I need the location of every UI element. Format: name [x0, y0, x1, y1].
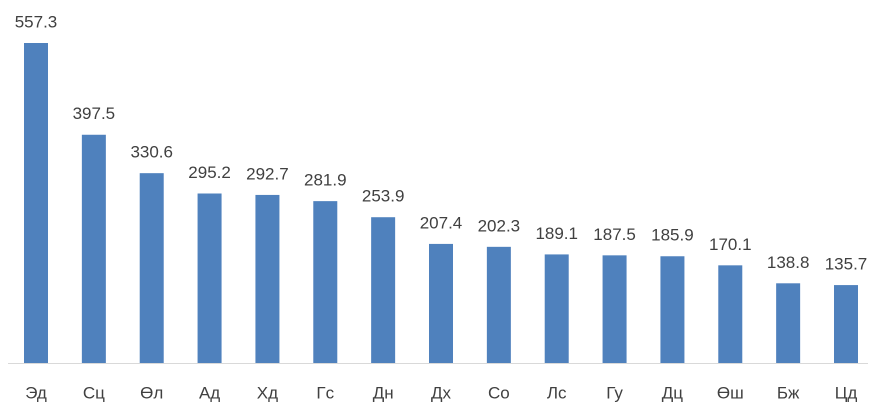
data-label: 253.9: [362, 187, 405, 206]
x-tick-label: Дх: [431, 383, 452, 402]
data-label: 207.4: [420, 213, 463, 232]
bar: [81, 134, 106, 363]
x-tick-label: Сц: [83, 383, 105, 402]
bar: [313, 201, 338, 363]
x-tick-label: Гу: [606, 383, 623, 402]
data-label: 138.8: [767, 253, 810, 272]
data-label: 187.5: [593, 225, 636, 244]
x-tick-label: Дц: [662, 383, 684, 402]
data-label: 189.1: [535, 224, 578, 243]
bar: [371, 217, 396, 363]
x-tick-label: Өл: [140, 383, 163, 402]
data-label: 135.7: [825, 255, 868, 274]
x-tick-label: Өш: [717, 383, 744, 402]
bar: [602, 255, 627, 363]
bar: [255, 194, 280, 363]
data-label: 557.3: [15, 12, 58, 31]
bar: [718, 265, 743, 363]
bar: [776, 283, 801, 363]
data-label: 185.9: [651, 226, 694, 245]
bar: [660, 256, 685, 363]
bar: [197, 193, 222, 363]
bar: [486, 246, 511, 363]
bar: [429, 243, 453, 363]
data-label: 397.5: [73, 104, 116, 123]
x-tick-label: Со: [488, 383, 510, 402]
x-tick-label: Хд: [257, 383, 278, 402]
bar: [24, 43, 48, 363]
x-tick-label: Цд: [835, 383, 858, 402]
bar: [139, 173, 164, 363]
bar: [834, 285, 858, 363]
data-label: 292.7: [246, 164, 289, 183]
x-tick-label: Дн: [373, 383, 394, 402]
bar: [544, 254, 569, 363]
x-tick-label: Гс: [316, 383, 334, 402]
data-label: 202.3: [478, 216, 521, 235]
data-label: 295.2: [188, 163, 231, 182]
data-label: 330.6: [130, 143, 173, 162]
x-tick-label: Эд: [25, 383, 47, 402]
data-label: 170.1: [709, 235, 752, 254]
x-tick-label: Ад: [199, 383, 220, 402]
x-tick-label: Бж: [777, 383, 800, 402]
data-label: 281.9: [304, 171, 347, 190]
x-tick-label: Лс: [547, 383, 567, 402]
